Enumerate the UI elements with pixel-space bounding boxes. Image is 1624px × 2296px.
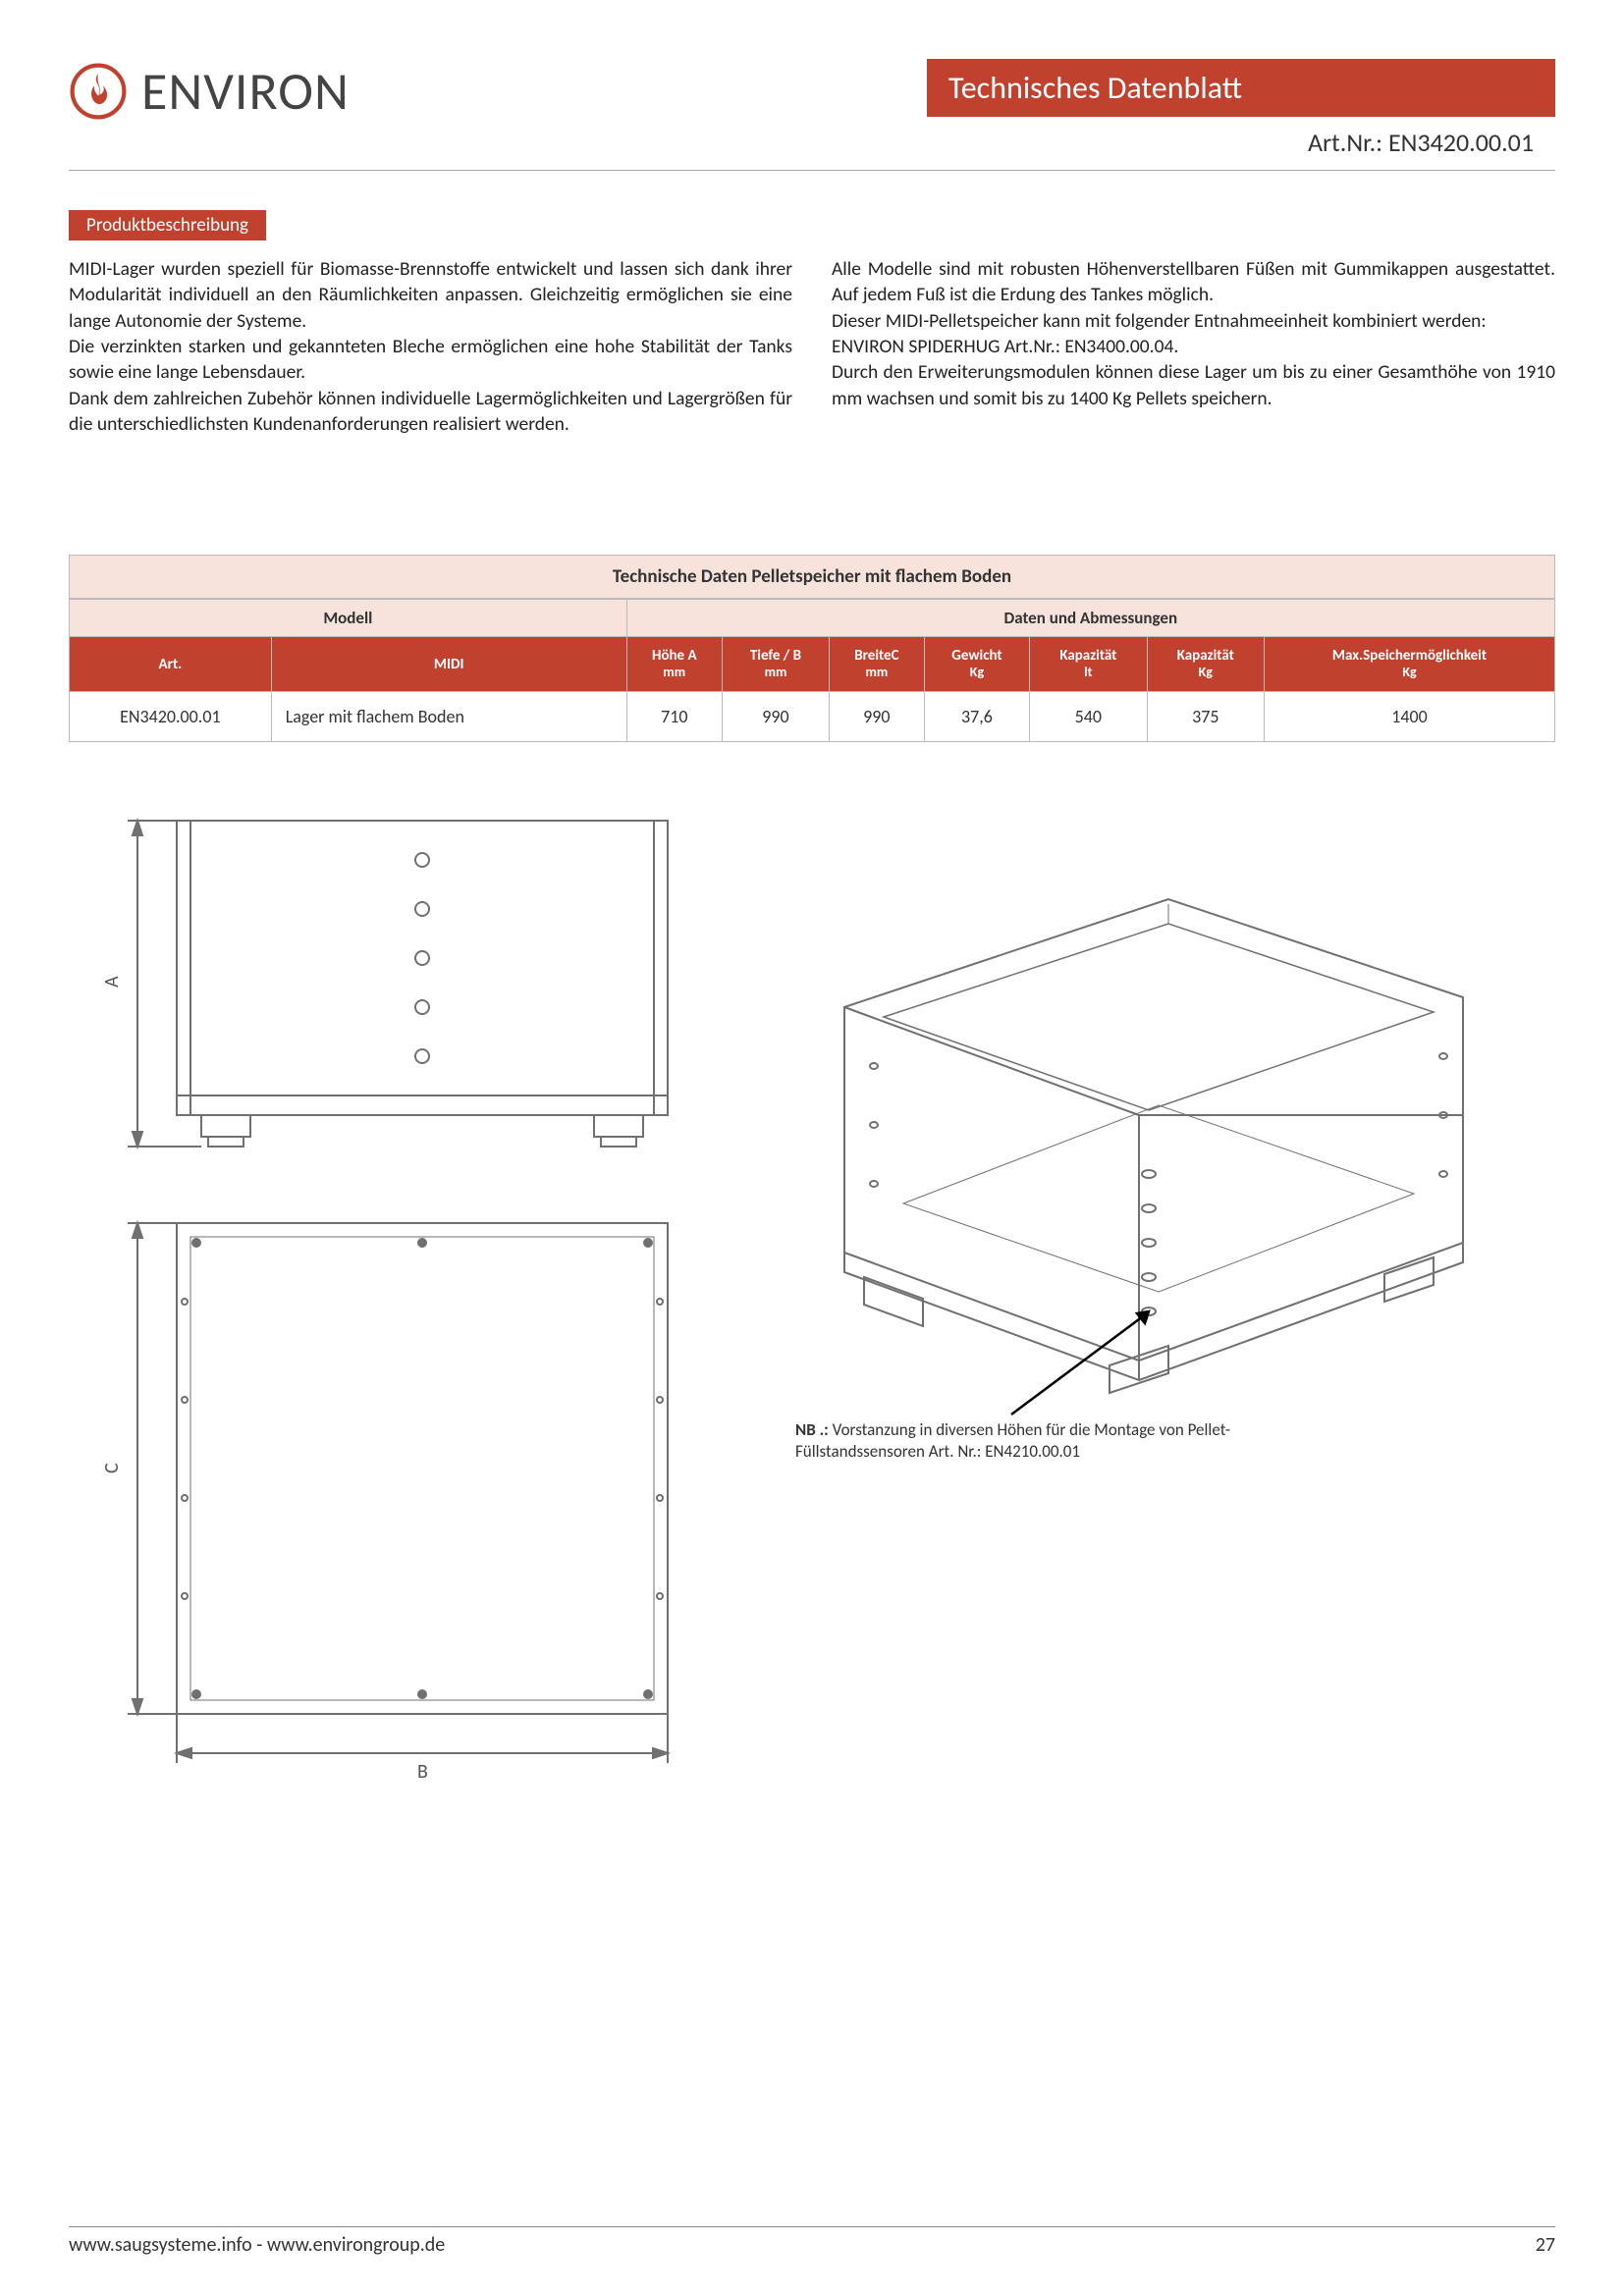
doc-title: Technisches Datenblatt — [927, 59, 1555, 117]
front-elevation-drawing: A — [69, 791, 697, 1184]
table-cell: 990 — [722, 691, 829, 741]
description-left: MIDI-Lager wurden speziell für Biomasse-… — [69, 256, 792, 437]
table-cell: EN3420.00.01 — [70, 691, 272, 741]
brand-name: ENVIRON — [141, 59, 350, 124]
col-header: Art. — [70, 637, 272, 692]
table-cell: 1400 — [1264, 691, 1554, 741]
plan-view-drawing: C B — [69, 1203, 697, 1792]
col-header: Max.SpeichermöglichkeitKg — [1264, 637, 1554, 692]
section-heading: Produktbeschreibung — [69, 210, 266, 240]
col-header: BreiteCmm — [829, 637, 924, 692]
footer: www.saugsysteme.info - www.environgroup.… — [69, 2226, 1555, 2257]
note-text: Vorstanzung in diversen Höhen für die Mo… — [795, 1419, 1230, 1462]
article-number: Art.Nr.: EN3420.00.01 — [927, 117, 1555, 162]
drawing-note: NB .: Vorstanzung in diversen Höhen für … — [795, 1419, 1306, 1463]
dim-label-c: C — [100, 1463, 124, 1473]
group-header-modell: Modell — [70, 600, 627, 637]
col-header: KapazitätKg — [1147, 637, 1264, 692]
table-cell: 710 — [626, 691, 722, 741]
col-header: MIDI — [271, 637, 626, 692]
table-cell: Lager mit flachem Boden — [271, 691, 626, 741]
flame-logo-icon — [69, 62, 128, 121]
table-cell: 540 — [1030, 691, 1147, 741]
group-header-daten: Daten und Abmessungen — [626, 600, 1554, 637]
col-header: Tiefe / Bmm — [722, 637, 829, 692]
logo: ENVIRON — [69, 59, 350, 124]
header-divider — [69, 170, 1555, 171]
technical-drawings: A C B — [69, 791, 1555, 1792]
description-right: Alle Modelle sind mit robusten Höhenvers… — [832, 256, 1555, 437]
description-columns: MIDI-Lager wurden speziell für Biomasse-… — [69, 256, 1555, 437]
tech-data-table: Technische Daten Pelletspeicher mit flac… — [69, 555, 1555, 742]
col-header: Kapazitätlt — [1030, 637, 1147, 692]
table-cell: 375 — [1147, 691, 1264, 741]
col-header: Höhe Amm — [626, 637, 722, 692]
page-number: 27 — [1536, 2233, 1555, 2257]
header: ENVIRON Technisches Datenblatt Art.Nr.: … — [69, 59, 1555, 162]
footer-urls: www.saugsysteme.info - www.environgroup.… — [69, 2233, 445, 2257]
dim-label-b: B — [417, 1760, 428, 1784]
table-cell: 37,6 — [924, 691, 1029, 741]
isometric-drawing — [756, 811, 1522, 1419]
col-header: GewichtKg — [924, 637, 1029, 692]
table-title: Technische Daten Pelletspeicher mit flac… — [69, 555, 1555, 599]
table-cell: 990 — [829, 691, 924, 741]
dim-label-a: A — [100, 976, 124, 988]
note-prefix: NB .: — [795, 1419, 829, 1440]
